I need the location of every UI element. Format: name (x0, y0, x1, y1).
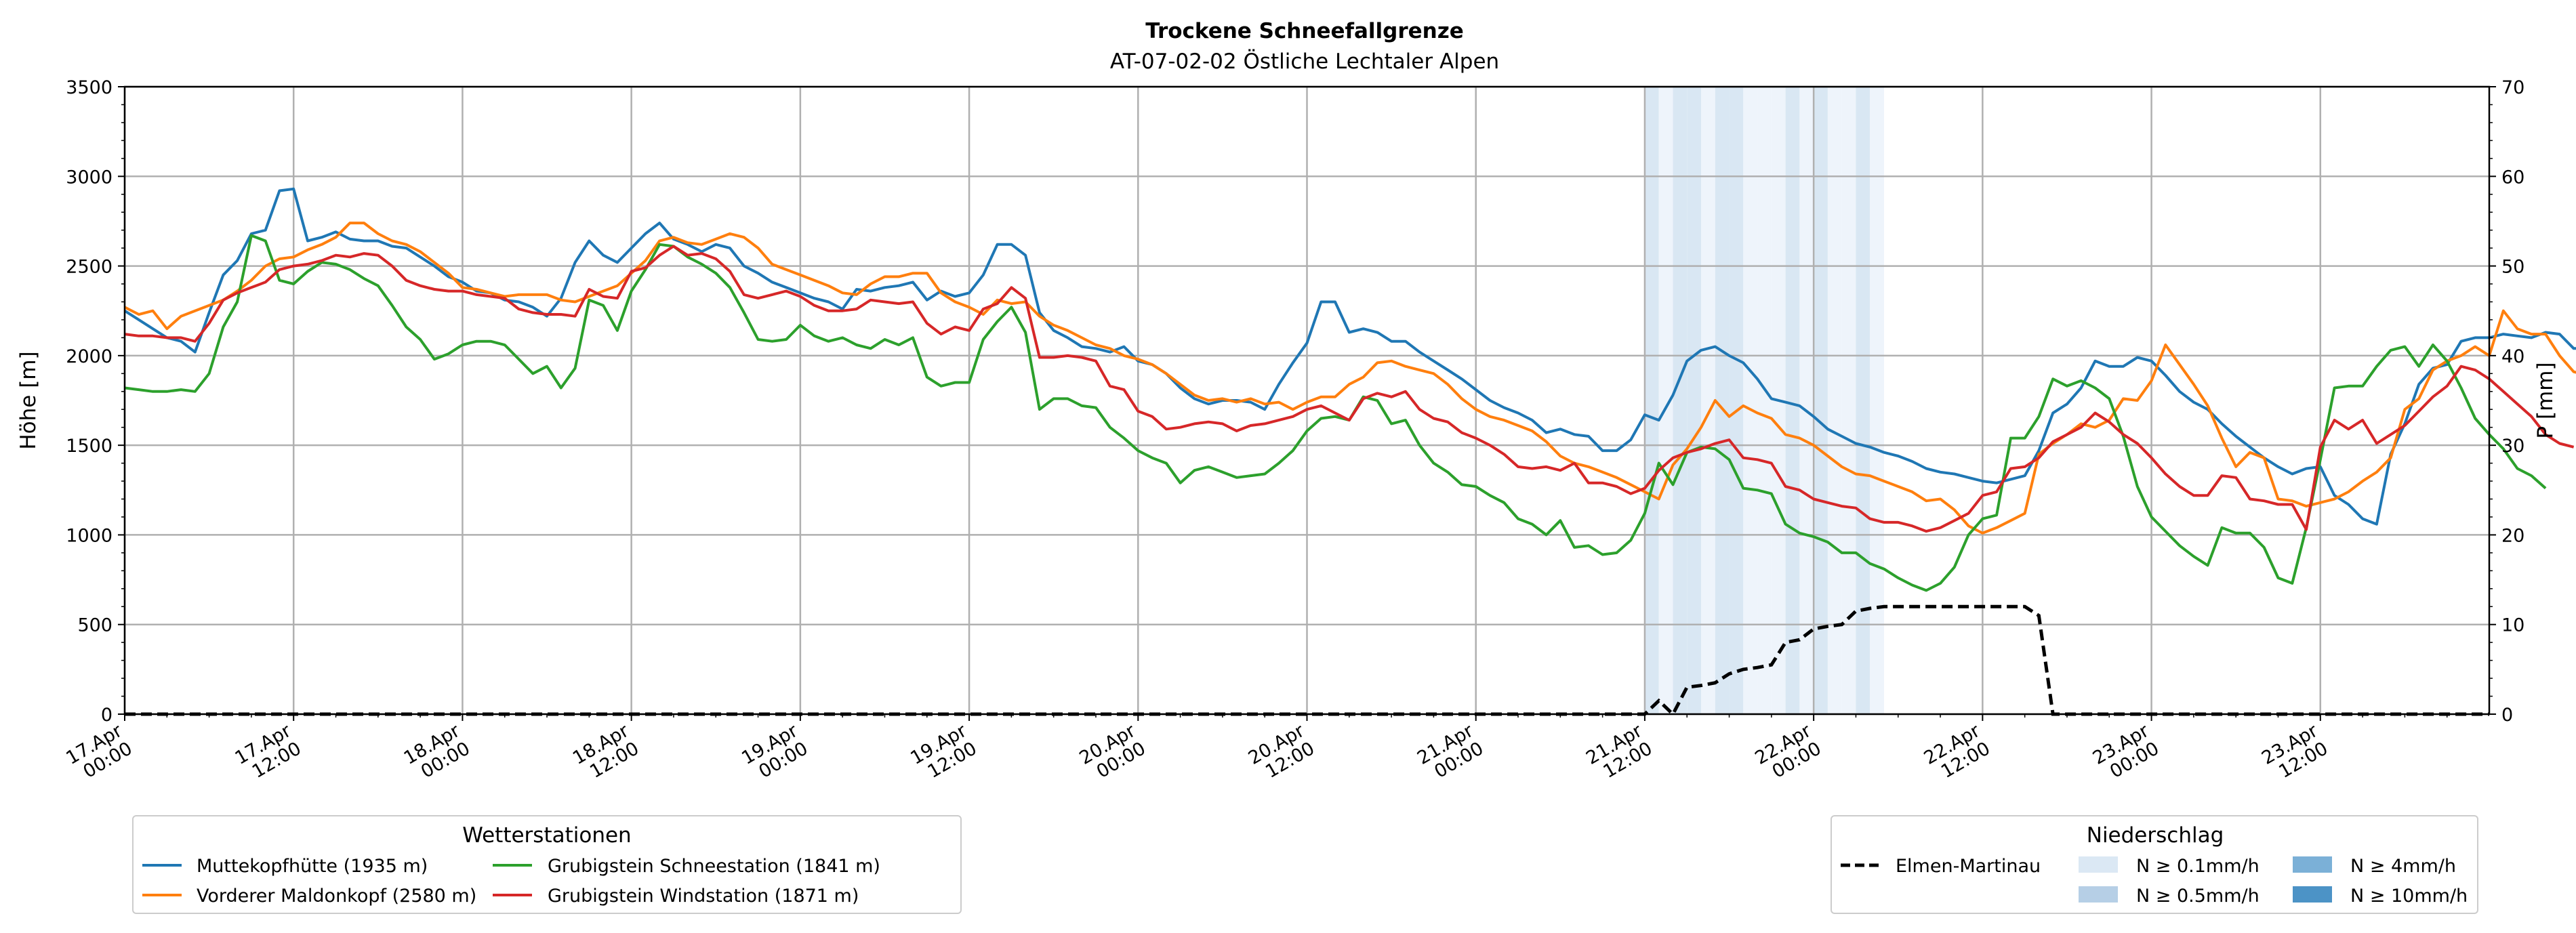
precip-band-11 (1799, 87, 1814, 714)
legend-label-grubig-wind: Grubigstein Windstation (1871 m) (548, 886, 859, 907)
ytick-right-label-4: 40 (2501, 346, 2524, 367)
precip-band-15 (1856, 87, 1870, 714)
precip-band-12 (1814, 87, 1828, 714)
ytick-label-5: 2500 (66, 257, 113, 278)
ytick-label-6: 3000 (66, 167, 113, 188)
y-axis-right-label: P [mm] (2533, 362, 2558, 438)
y-axis-label: Höhe [m] (16, 351, 41, 449)
ytick-label-1: 500 (77, 615, 113, 636)
ytick-right-label-6: 60 (2501, 167, 2524, 188)
series-line-2 (124, 234, 2547, 592)
plot-frame (123, 85, 2491, 716)
precip-band-7 (1743, 87, 1758, 714)
precip-band-8 (1757, 87, 1772, 714)
axis-ticks: 0 500 1000 1500 2000 2500 3000 3500 0 10 20 30 40 50 6… (62, 77, 2524, 787)
precip-band-5 (1715, 87, 1730, 714)
precip-band-10 (1785, 87, 1800, 714)
ytick-label-2: 1000 (66, 525, 113, 546)
legend-swatch-n10 (2293, 886, 2332, 903)
xtick-label-8: 21.Apr00:00 (1414, 720, 1488, 787)
precip-band-0 (1644, 87, 1659, 714)
legend-label-n01: N ≥ 0.1mm/h (2136, 856, 2260, 877)
chart-subtitle: AT-07-02-02 Östliche Lechtaler Alpen (1110, 49, 1499, 74)
series-layer (123, 187, 2576, 718)
legend-label-n05: N ≥ 0.5mm/h (2136, 886, 2260, 907)
xtick-label-11: 22.Apr12:00 (1921, 720, 1995, 787)
precip-band-2 (1673, 87, 1688, 714)
xtick-label-13: 23.Apr12:00 (2258, 720, 2332, 787)
precip-band-3 (1687, 87, 1701, 714)
xtick-label-10: 22.Apr00:00 (1751, 720, 1825, 787)
precip-band-4 (1701, 87, 1715, 714)
legend-stations: Wetterstationen Muttekopfhütte (1935 m) … (132, 815, 962, 914)
series-line-1 (124, 222, 2576, 535)
precip-line (125, 604, 2489, 718)
precip-band-13 (1827, 87, 1842, 714)
legend-stations-title: Wetterstationen (462, 823, 631, 848)
legend-precip: Niederschlag Elmen-Martinau N ≥ 0.1mm/h … (1831, 815, 2478, 914)
ytick-label-4: 2000 (66, 346, 113, 367)
legend-label-grubig-schnee: Grubigstein Schneestation (1841 m) (548, 856, 880, 877)
xtick-label-1: 17.Apr12:00 (232, 720, 306, 787)
series-line-3 (124, 245, 2575, 533)
legend-swatch-n01 (2079, 856, 2118, 873)
xtick-label-3: 18.Apr12:00 (569, 720, 643, 787)
chart-title: Trockene Schneefallgrenze (1145, 19, 1464, 43)
legend-label-elmen: Elmen-Martinau (1896, 856, 2041, 877)
legend-stations-box (132, 815, 962, 914)
legend-swatch-n4 (2293, 856, 2332, 873)
ytick-right-label-0: 0 (2501, 705, 2513, 726)
series-line-0 (123, 187, 2576, 526)
xtick-label-12: 23.Apr00:00 (2089, 720, 2163, 787)
xtick-label-7: 20.Apr12:00 (1245, 720, 1319, 787)
legend-precip-title: Niederschlag (2087, 823, 2224, 848)
ytick-right-label-3: 30 (2501, 436, 2524, 457)
ytick-right-label-1: 10 (2501, 615, 2524, 636)
legend-swatch-n05 (2079, 886, 2118, 903)
xtick-label-0: 17.Apr00:00 (62, 720, 136, 787)
ytick-label-3: 1500 (66, 436, 113, 457)
ytick-label-0: 0 (101, 705, 113, 726)
ytick-right-label-2: 20 (2501, 525, 2524, 546)
precip-intensity-bands (1644, 87, 1884, 714)
precip-band-14 (1841, 87, 1856, 714)
xtick-label-4: 19.Apr00:00 (738, 720, 812, 787)
precip-band-6 (1729, 87, 1744, 714)
ytick-right-label-5: 50 (2501, 257, 2524, 278)
xtick-label-2: 18.Apr00:00 (401, 720, 474, 787)
xtick-label-9: 21.Apr12:00 (1582, 720, 1656, 787)
legend-label-muttekopf: Muttekopfhütte (1935 m) (197, 856, 428, 877)
xtick-label-6: 20.Apr00:00 (1076, 720, 1150, 787)
ytick-label-7: 3500 (66, 77, 113, 98)
ytick-right-label-7: 70 (2501, 77, 2524, 98)
xtick-label-5: 19.Apr12:00 (907, 720, 981, 787)
precip-band-16 (1870, 87, 1884, 714)
legend-label-maldonkopf: Vorderer Maldonkopf (2580 m) (197, 886, 476, 907)
precip-band-1 (1658, 87, 1673, 714)
legend-label-n4: N ≥ 4mm/h (2350, 856, 2456, 877)
legend-label-n10: N ≥ 10mm/h (2350, 886, 2468, 907)
